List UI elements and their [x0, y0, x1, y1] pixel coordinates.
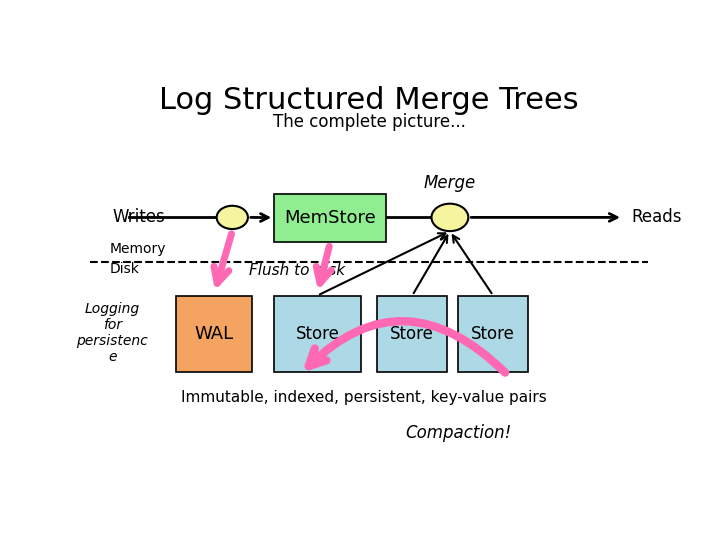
FancyBboxPatch shape — [176, 295, 252, 373]
Text: Log Structured Merge Trees: Log Structured Merge Trees — [159, 86, 579, 114]
Text: Reads: Reads — [631, 208, 682, 226]
Text: Store: Store — [471, 325, 515, 343]
Text: The complete picture...: The complete picture... — [273, 113, 465, 131]
FancyBboxPatch shape — [459, 295, 528, 373]
FancyBboxPatch shape — [377, 295, 447, 373]
Text: Store: Store — [390, 325, 434, 343]
Text: Immutable, indexed, persistent, key-value pairs: Immutable, indexed, persistent, key-valu… — [181, 390, 546, 405]
FancyBboxPatch shape — [274, 295, 361, 373]
Text: Merge: Merge — [424, 174, 476, 192]
Text: Writes: Writes — [112, 208, 165, 226]
Text: WAL: WAL — [194, 325, 234, 343]
FancyBboxPatch shape — [274, 194, 386, 241]
Text: Logging
for
persistenc
e: Logging for persistenc e — [76, 302, 148, 364]
Text: Store: Store — [295, 325, 339, 343]
Circle shape — [217, 206, 248, 229]
Text: Flush to disk: Flush to disk — [249, 263, 345, 278]
Text: Memory: Memory — [109, 242, 166, 256]
Circle shape — [431, 204, 468, 231]
Text: Compaction!: Compaction! — [405, 424, 511, 442]
Text: MemStore: MemStore — [284, 208, 376, 227]
Text: Disk: Disk — [109, 261, 140, 275]
